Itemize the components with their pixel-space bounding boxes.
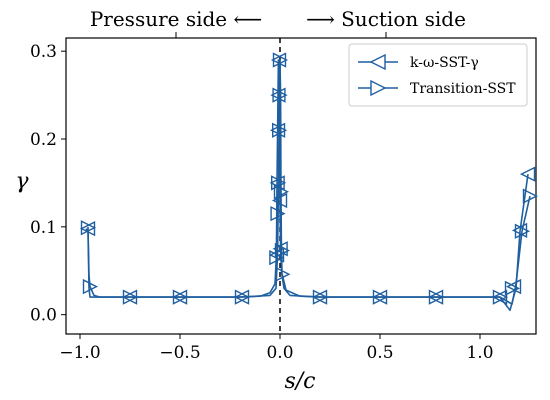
data-point-marker xyxy=(234,289,251,305)
data-point-marker xyxy=(312,289,329,305)
data-point-marker xyxy=(519,166,536,182)
suction-side-label: ⟶ Suction side xyxy=(306,7,466,31)
x-axis-label: s/c xyxy=(284,369,315,394)
data-point-marker xyxy=(274,242,291,259)
data-point-marker xyxy=(272,122,288,138)
y-axis-label: γ xyxy=(15,169,29,194)
series-2 xyxy=(80,52,539,305)
plot-frame xyxy=(65,37,537,335)
x-tick-label: −1.0 xyxy=(59,343,100,363)
x-tick-label: 0.5 xyxy=(366,343,393,363)
y-tick-label: 0.0 xyxy=(30,306,57,326)
x-tick-label: −0.5 xyxy=(159,343,200,363)
y-tick-label: 0.1 xyxy=(30,218,57,238)
series-line xyxy=(87,59,531,305)
plot-area: −1.0 −0.5 0.0 0.5 1.0 0.0 0.1 0.2 0.3 xyxy=(30,32,539,363)
data-point-marker xyxy=(272,52,289,68)
data-point-marker xyxy=(172,289,189,305)
data-point-marker xyxy=(522,188,539,204)
y-tick-label: 0.3 xyxy=(30,42,57,62)
data-point-marker xyxy=(492,289,509,305)
legend-marker xyxy=(370,79,387,97)
data-point-marker xyxy=(514,223,531,239)
x-tick-label: 0.0 xyxy=(266,343,293,363)
data-point-marker xyxy=(80,220,97,236)
legend-marker xyxy=(369,53,386,71)
data-point-marker xyxy=(271,192,288,209)
y-tick-label: 0.2 xyxy=(30,130,57,150)
pressure-side-label: Pressure side ⟵ xyxy=(90,7,262,31)
legend-label-series-1: k-ω-SST-γ xyxy=(410,55,479,71)
legend-symbol-series-2 xyxy=(358,79,398,97)
data-point-marker xyxy=(270,206,286,222)
data-point-marker xyxy=(122,289,139,305)
data-point-marker xyxy=(372,289,389,305)
data-point-marker xyxy=(82,278,99,295)
data-point-marker xyxy=(428,289,445,305)
legend-label-series-2: Transition-SST xyxy=(410,81,516,97)
legend: k-ω-SST-γ Transition-SST xyxy=(348,43,528,107)
data-point-marker xyxy=(269,249,285,266)
legend-symbol-series-1 xyxy=(358,53,398,71)
data-point-marker xyxy=(272,241,288,257)
data-point-marker xyxy=(272,87,288,103)
x-tick-label: 1.0 xyxy=(466,343,493,363)
data-point-marker xyxy=(275,266,291,282)
data-point-marker xyxy=(504,280,521,296)
data-point-marker xyxy=(271,175,287,191)
data-point-marker xyxy=(273,184,290,200)
legend-box xyxy=(348,43,528,107)
